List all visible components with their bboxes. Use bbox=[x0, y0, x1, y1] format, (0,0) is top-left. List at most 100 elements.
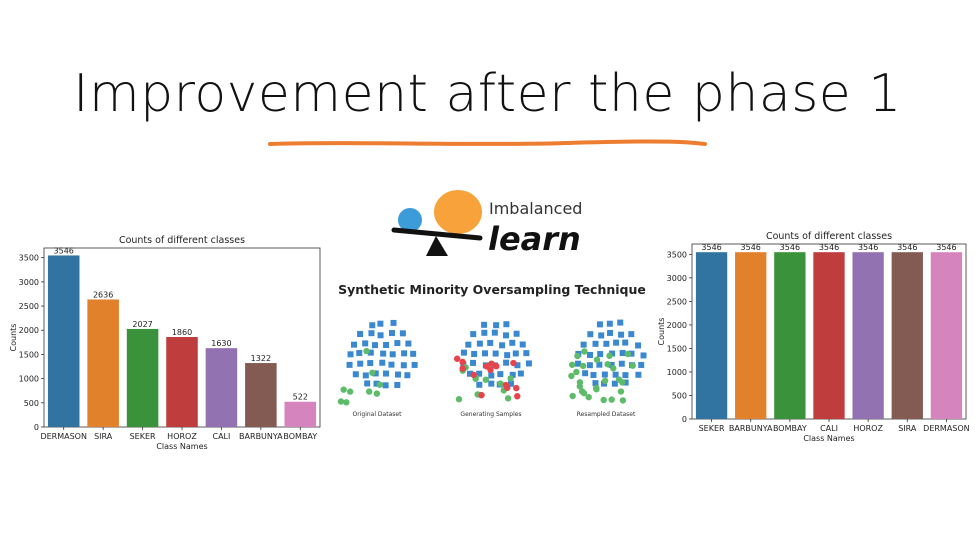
majority-sample bbox=[476, 340, 483, 347]
majority-sample bbox=[635, 371, 642, 378]
majority-sample bbox=[470, 359, 477, 366]
majority-sample bbox=[586, 351, 593, 358]
majority-sample bbox=[347, 351, 354, 358]
imbalanced-learn-logo: Imbalanced learn bbox=[391, 190, 582, 258]
majority-sample bbox=[575, 360, 582, 367]
y-tick-label: 2500 bbox=[19, 302, 39, 311]
bar-cali bbox=[813, 252, 845, 419]
x-tick-label: DERMASON bbox=[40, 432, 87, 441]
panel-label-original: Original Dataset bbox=[353, 411, 403, 418]
majority-sample bbox=[497, 371, 504, 378]
majority-sample bbox=[399, 330, 406, 337]
scatter-panel-3 bbox=[568, 319, 647, 404]
data-label: 3546 bbox=[936, 243, 956, 252]
synthetic-sample bbox=[453, 355, 461, 362]
minority-sample bbox=[581, 348, 588, 355]
x-tick-label: HOROZ bbox=[853, 424, 883, 433]
synthetic-sample bbox=[459, 358, 466, 366]
majority-sample bbox=[481, 350, 488, 357]
majority-sample bbox=[389, 351, 396, 358]
y-tick-label: 0 bbox=[34, 423, 39, 432]
majority-sample bbox=[346, 361, 353, 368]
x-tick-label: SIRA bbox=[94, 432, 113, 441]
chart-title: Counts of different classes bbox=[766, 231, 892, 242]
y-tick-label: 3000 bbox=[667, 274, 687, 283]
majority-sample bbox=[592, 340, 599, 347]
bar-seker bbox=[695, 252, 728, 419]
majority-sample bbox=[395, 371, 402, 378]
majority-sample bbox=[481, 321, 488, 328]
majority-sample bbox=[580, 341, 587, 348]
majority-sample bbox=[525, 360, 532, 367]
majority-sample bbox=[596, 361, 603, 368]
majority-sample bbox=[635, 342, 642, 349]
bar-sira bbox=[87, 299, 119, 427]
x-tick-label: BARBUNYA bbox=[239, 432, 283, 441]
minority-sample bbox=[617, 388, 625, 395]
minority-sample bbox=[337, 398, 345, 405]
minority-sample bbox=[606, 352, 613, 359]
majority-sample bbox=[382, 382, 389, 389]
minority-sample bbox=[593, 384, 600, 392]
minority-sample bbox=[343, 399, 350, 406]
majority-sample bbox=[628, 331, 635, 338]
data-label: 522 bbox=[293, 393, 308, 402]
majority-sample bbox=[364, 380, 371, 387]
majority-sample bbox=[613, 339, 620, 346]
majority-sample bbox=[401, 350, 408, 357]
minority-sample bbox=[455, 395, 463, 403]
majority-sample bbox=[379, 359, 386, 366]
majority-sample bbox=[491, 329, 498, 336]
majority-sample bbox=[622, 372, 629, 379]
majority-sample bbox=[597, 351, 604, 358]
minority-sample bbox=[373, 390, 381, 397]
majority-sample bbox=[640, 352, 647, 359]
majority-sample bbox=[509, 339, 516, 346]
synthetic-sample bbox=[513, 384, 520, 392]
majority-sample bbox=[622, 339, 629, 346]
x-axis-label: Class Names bbox=[803, 434, 854, 443]
smote-panels bbox=[337, 319, 647, 406]
minority-sample bbox=[624, 350, 632, 358]
bar-dermason bbox=[930, 252, 963, 419]
x-tick-label: CALI bbox=[212, 432, 230, 441]
y-tick-label: 2500 bbox=[667, 297, 687, 306]
majority-sample bbox=[367, 360, 374, 367]
minority-sample bbox=[346, 388, 354, 395]
majority-sample bbox=[499, 342, 506, 349]
majority-sample bbox=[357, 331, 364, 338]
bar-bombay bbox=[774, 252, 806, 419]
minority-sample bbox=[615, 376, 623, 383]
majority-sample bbox=[394, 381, 401, 388]
majority-sample bbox=[509, 371, 516, 378]
y-tick-label: 1000 bbox=[19, 375, 39, 384]
majority-sample bbox=[405, 340, 412, 347]
majority-sample bbox=[465, 341, 472, 348]
scatter-panel-1 bbox=[337, 319, 418, 406]
majority-sample bbox=[598, 332, 605, 339]
majority-sample bbox=[352, 371, 359, 378]
seesaw-icon bbox=[391, 190, 483, 256]
minority-sample bbox=[608, 396, 615, 403]
majority-sample bbox=[618, 331, 625, 338]
majority-sample bbox=[503, 321, 510, 328]
majority-sample bbox=[612, 371, 619, 378]
x-tick-label: HOROZ bbox=[167, 432, 197, 441]
y-tick-label: 3500 bbox=[667, 250, 687, 259]
data-label: 1322 bbox=[251, 354, 271, 363]
majority-sample bbox=[373, 380, 380, 387]
minority-sample bbox=[568, 372, 575, 380]
minority-sample bbox=[585, 393, 592, 401]
x-tick-label: SIRA bbox=[898, 424, 917, 433]
synthetic-sample bbox=[470, 371, 477, 379]
minority-sample bbox=[604, 361, 611, 368]
data-label: 3546 bbox=[741, 243, 761, 252]
bar-barbunya bbox=[245, 363, 277, 427]
majority-sample bbox=[523, 350, 530, 357]
data-label: 3546 bbox=[819, 243, 839, 252]
y-tick-label: 2000 bbox=[667, 321, 687, 330]
minority-sample bbox=[573, 368, 580, 376]
minority-sample bbox=[619, 397, 627, 404]
majority-sample bbox=[513, 330, 520, 337]
y-tick-label: 500 bbox=[24, 399, 39, 408]
